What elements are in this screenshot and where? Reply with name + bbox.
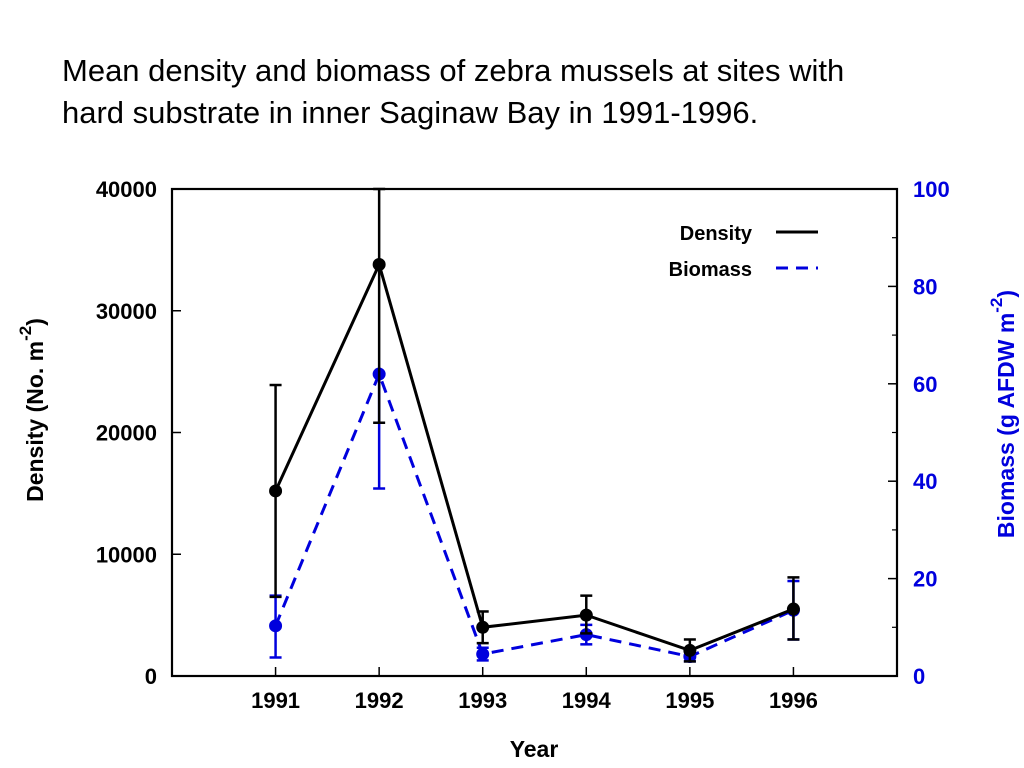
series-biomass-line [274,369,795,659]
chart-title-line-1: Mean density and biomass of zebra mussel… [62,53,845,88]
legend-label: Density [680,223,753,245]
svg-text:Density (No. m-2): Density (No. m-2) [16,318,48,502]
left-axis-tick-label: 40000 [96,177,157,202]
x-axis-label: Year [510,736,559,762]
legend-label: Biomass [669,259,752,281]
x-axis-tick-label: 1992 [355,688,404,713]
legend: Density Biomass [669,223,818,281]
left-axis-label-exponent: -2 [16,326,35,341]
series-layer [269,187,800,664]
series-biomass-point [269,619,283,633]
left-axis-label: Density (No. m-2) [16,318,48,502]
right-axis-label-close: ) [993,290,1019,298]
right-axis: 0 20 40 60 80 100 [888,177,950,689]
right-axis-label: Biomass (g AFDW m-2) [987,290,1019,538]
plot-frame [170,187,899,678]
right-axis-tick-label: 0 [913,664,925,689]
chart-title: Mean density and biomass of zebra mussel… [62,50,962,134]
right-axis-tick-label: 20 [913,567,937,592]
left-axis-tick-label: 10000 [96,542,157,567]
series-density-point [683,643,697,657]
left-axis-tick-label: 20000 [96,421,157,446]
x-axis-tick-label: 1991 [251,688,300,713]
series-biomass-point [476,647,490,661]
left-axis-label-text: Density (No. m [22,341,48,502]
series-density-point [579,608,593,622]
series-density-line [274,260,794,653]
right-axis-tick-label: 40 [913,469,937,494]
series-density-point [786,602,800,616]
svg-text:Biomass (g AFDW m-2): Biomass (g AFDW m-2) [987,290,1019,538]
right-axis-tick-label: 100 [913,177,950,202]
x-axis-tick-label: 1996 [769,688,818,713]
chart-title-line-2: hard substrate in inner Saginaw Bay in 1… [62,95,759,130]
series-density-point [269,484,283,498]
left-axis-tick-label: 30000 [96,299,157,324]
right-axis-label-text: Biomass (g AFDW m [993,313,1019,538]
left-axis: 0 10000 20000 30000 40000 [96,177,181,689]
x-axis-tick-label: 1994 [562,688,612,713]
series-density-point [372,257,386,271]
x-axis-tick-label: 1995 [665,688,714,713]
left-axis-tick-label: 0 [145,664,157,689]
series-density [269,187,800,663]
right-axis-tick-label: 80 [913,274,937,299]
x-axis: 1991 1992 1993 1994 1995 1996 [251,667,818,713]
series-biomass [269,367,800,664]
right-axis-label-exponent: -2 [987,298,1006,313]
right-axis-tick-label: 60 [913,372,937,397]
left-axis-label-close: ) [22,318,48,326]
x-axis-tick-label: 1993 [458,688,507,713]
series-density-point [476,620,490,634]
